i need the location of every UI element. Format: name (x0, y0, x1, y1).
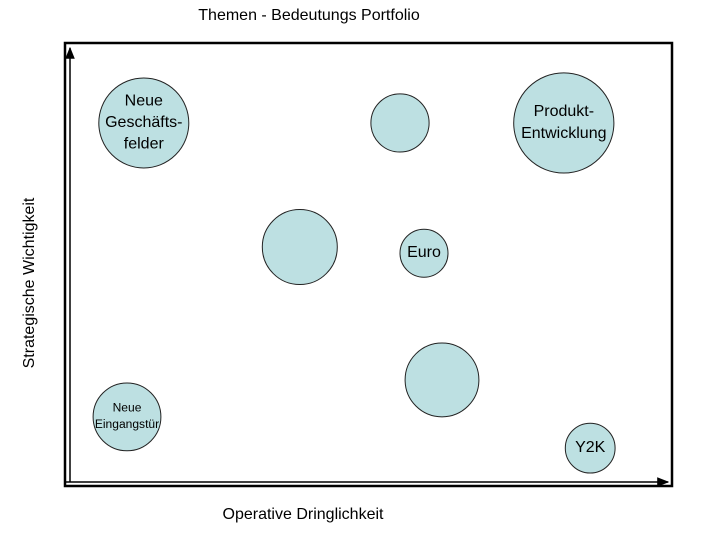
bubble-label: Neue Eingangstür (95, 401, 159, 431)
bubble-label: Produkt-Entwicklung (521, 103, 606, 142)
chart-title: Themen - Bedeutungs Portfolio (198, 7, 420, 24)
bubble (98, 77, 190, 169)
bubble (564, 422, 616, 474)
x-axis-label: Operative Dringlichkeit (223, 506, 385, 523)
bubble-label: Y2K (575, 439, 606, 456)
bubble (261, 209, 338, 286)
bubble (399, 228, 449, 278)
y-axis-label: Strategische Wichtigkeit (21, 197, 38, 368)
bubble (513, 72, 615, 174)
bubble (92, 382, 162, 452)
bubble (404, 342, 480, 418)
bubble-label: Neue Geschäfts-felder (105, 93, 182, 153)
bubble-label: Euro (407, 244, 441, 261)
bubble (370, 93, 430, 153)
